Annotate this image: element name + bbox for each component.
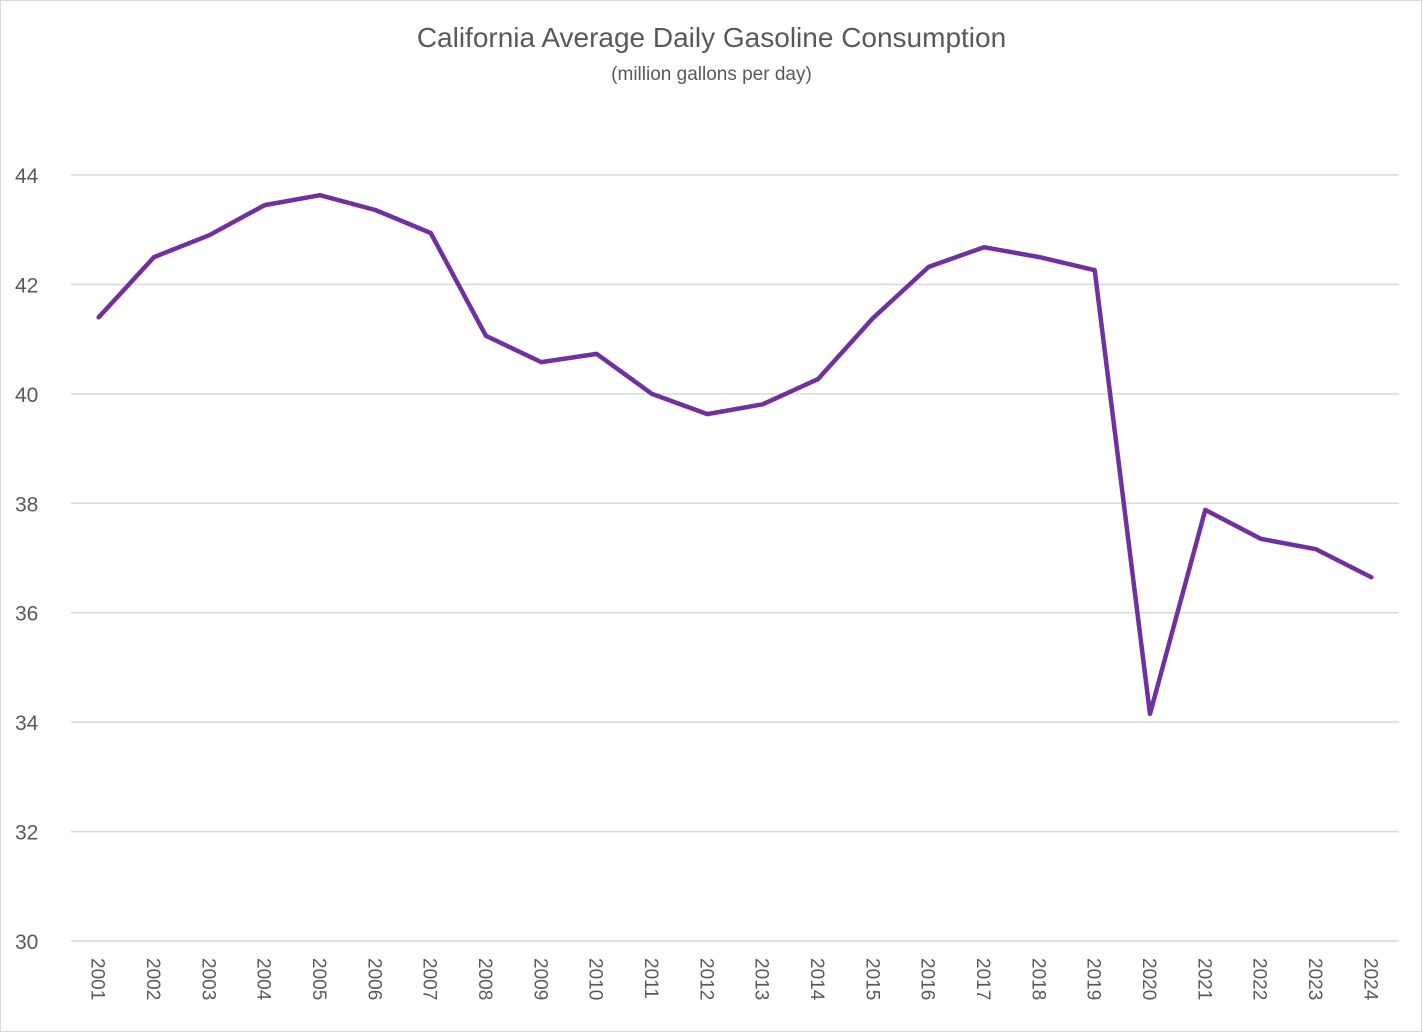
- x-tick-label: 2005: [308, 958, 329, 1000]
- series-layer: [96, 192, 1374, 717]
- x-tick-label: 2014: [806, 958, 827, 1001]
- x-tick-label: 2023: [1304, 958, 1325, 1000]
- x-tick-label: 2011: [640, 958, 661, 999]
- x-tick-label: 2012: [695, 958, 716, 1000]
- x-tick-label: 2007: [419, 958, 440, 1000]
- x-tick-label: 2008: [474, 958, 495, 1000]
- x-tick-label: 2013: [751, 958, 772, 1000]
- y-tick-label: 38: [15, 493, 38, 516]
- y-tick-label: 36: [15, 603, 38, 626]
- x-tick-label: 2020: [1138, 958, 1159, 1000]
- x-tick-label: 2006: [363, 958, 384, 1000]
- x-tick-label: 2004: [253, 958, 274, 1001]
- x-tick-label: 2015: [861, 958, 882, 1000]
- x-tick-label: 2017: [972, 958, 993, 1000]
- x-tick-label: 2002: [142, 958, 163, 1000]
- y-tick-label: 40: [15, 384, 38, 407]
- y-axis-ticks: 30 32 34 36 38 40 42 44: [15, 165, 39, 954]
- x-tick-label: 2019: [1083, 958, 1104, 1000]
- y-tick-label: 42: [15, 274, 38, 297]
- chart-subtitle: (million gallons per day): [611, 64, 812, 85]
- series-line: [96, 192, 1374, 717]
- x-axis-ticks: 2001 2002 2003 2004 2005 2006 2007 2008 2009 2010…: [87, 958, 1381, 1001]
- x-tick-label: 2021: [1193, 958, 1214, 1000]
- x-tick-label: 2024: [1359, 958, 1380, 1001]
- chart-title: California Average Daily Gasoline Consum…: [416, 22, 1007, 53]
- y-tick-label: 30: [15, 931, 38, 954]
- y-tick-label: 34: [15, 712, 39, 735]
- x-tick-label: 2018: [1027, 958, 1048, 1000]
- x-tick-label: 2010: [585, 958, 606, 1000]
- y-tick-label: 32: [15, 822, 38, 845]
- y-tick-label: 44: [15, 165, 39, 188]
- x-tick-label: 2003: [197, 958, 218, 1000]
- x-tick-label: 2009: [529, 958, 550, 1000]
- x-tick-label: 2022: [1249, 958, 1270, 1000]
- x-tick-label: 2001: [87, 958, 108, 1000]
- gridlines: [71, 174, 1399, 942]
- x-tick-label: 2016: [917, 958, 938, 1000]
